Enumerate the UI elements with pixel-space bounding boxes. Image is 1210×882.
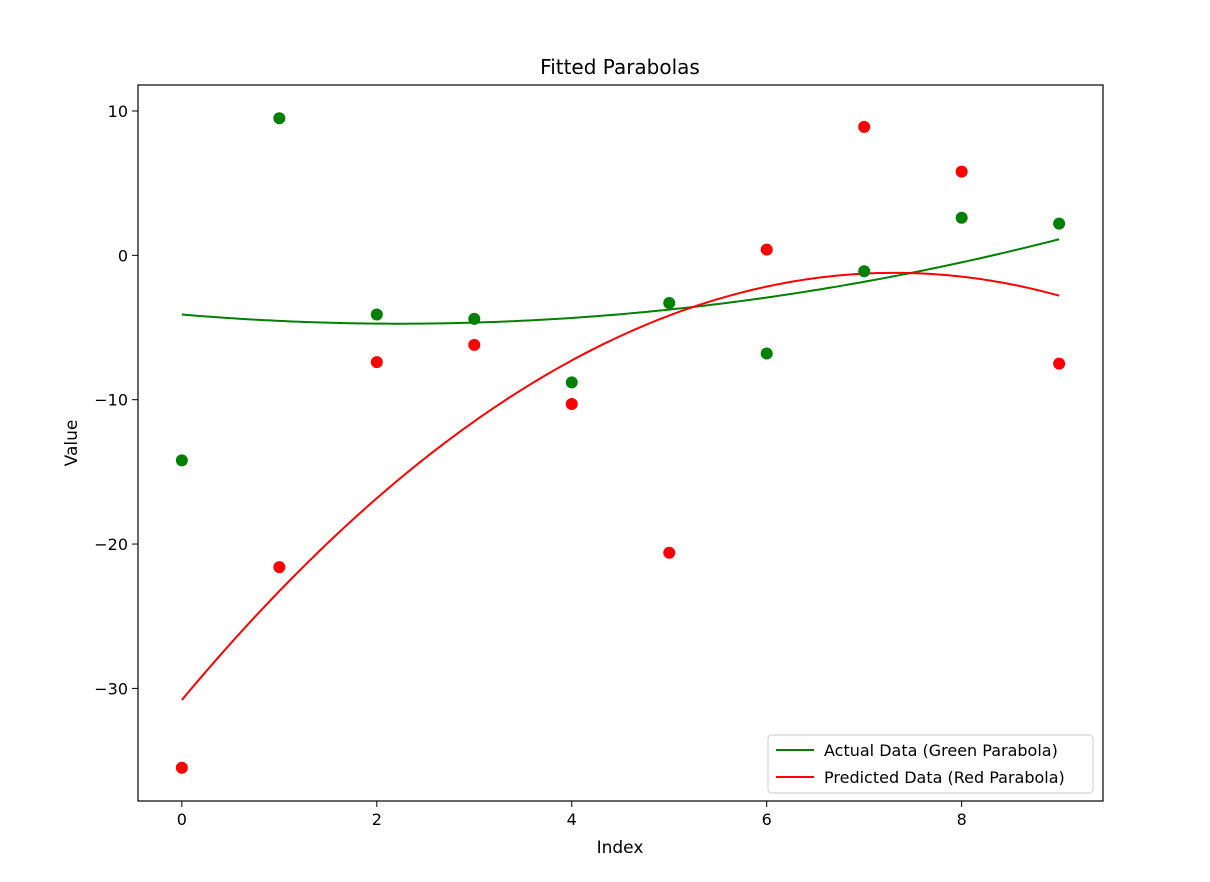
legend-box — [767, 734, 1094, 794]
series-1-point — [273, 561, 286, 574]
legend: Actual Data (Green Parabola) Predicted Da… — [767, 734, 1094, 794]
y-tick-label: −30 — [94, 679, 128, 698]
series-1-point — [468, 338, 481, 351]
y-tick-label: 0 — [118, 246, 128, 265]
x-tick-label: 6 — [762, 810, 772, 829]
x-axis-label: Index — [597, 838, 644, 858]
series-1-point — [955, 165, 968, 178]
series-1-point — [760, 243, 773, 256]
series-1-point — [1053, 357, 1066, 370]
chart-title: Fitted Parabolas — [540, 55, 700, 79]
series-0-point — [663, 296, 676, 309]
y-axis-label: Value — [62, 420, 82, 467]
x-tick-label: 4 — [567, 810, 577, 829]
x-axis: 0 2 4 6 8 — [177, 801, 967, 829]
series-1-point — [565, 398, 578, 411]
legend-label-1: Predicted Data (Red Parabola) — [824, 768, 1065, 787]
series-0-point — [760, 347, 773, 360]
y-tick-label: −20 — [94, 535, 128, 554]
y-axis: 10 0 −10 −20 −30 — [94, 102, 138, 698]
series-0-point — [175, 454, 188, 467]
series-0-point — [273, 112, 286, 125]
y-tick-label: −10 — [94, 391, 128, 410]
series-0-point — [468, 312, 481, 325]
series-1-point — [663, 546, 676, 559]
plot-frame — [137, 84, 1104, 802]
series-0-point — [370, 308, 383, 321]
series-1-point — [370, 356, 383, 369]
x-tick-label: 8 — [957, 810, 967, 829]
series-1-point — [858, 120, 871, 133]
series-0-point — [565, 376, 578, 389]
series-0-point — [858, 265, 871, 278]
series-1-fit-line — [181, 271, 1060, 701]
y-tick-label: 10 — [108, 102, 128, 121]
series-0-point — [1053, 217, 1066, 230]
x-tick-label: 0 — [177, 810, 187, 829]
x-tick-label: 2 — [372, 810, 382, 829]
legend-label-0: Actual Data (Green Parabola) — [824, 741, 1058, 760]
series-0-point — [955, 211, 968, 224]
series-1-point — [175, 761, 188, 774]
plot-area — [175, 112, 1066, 774]
